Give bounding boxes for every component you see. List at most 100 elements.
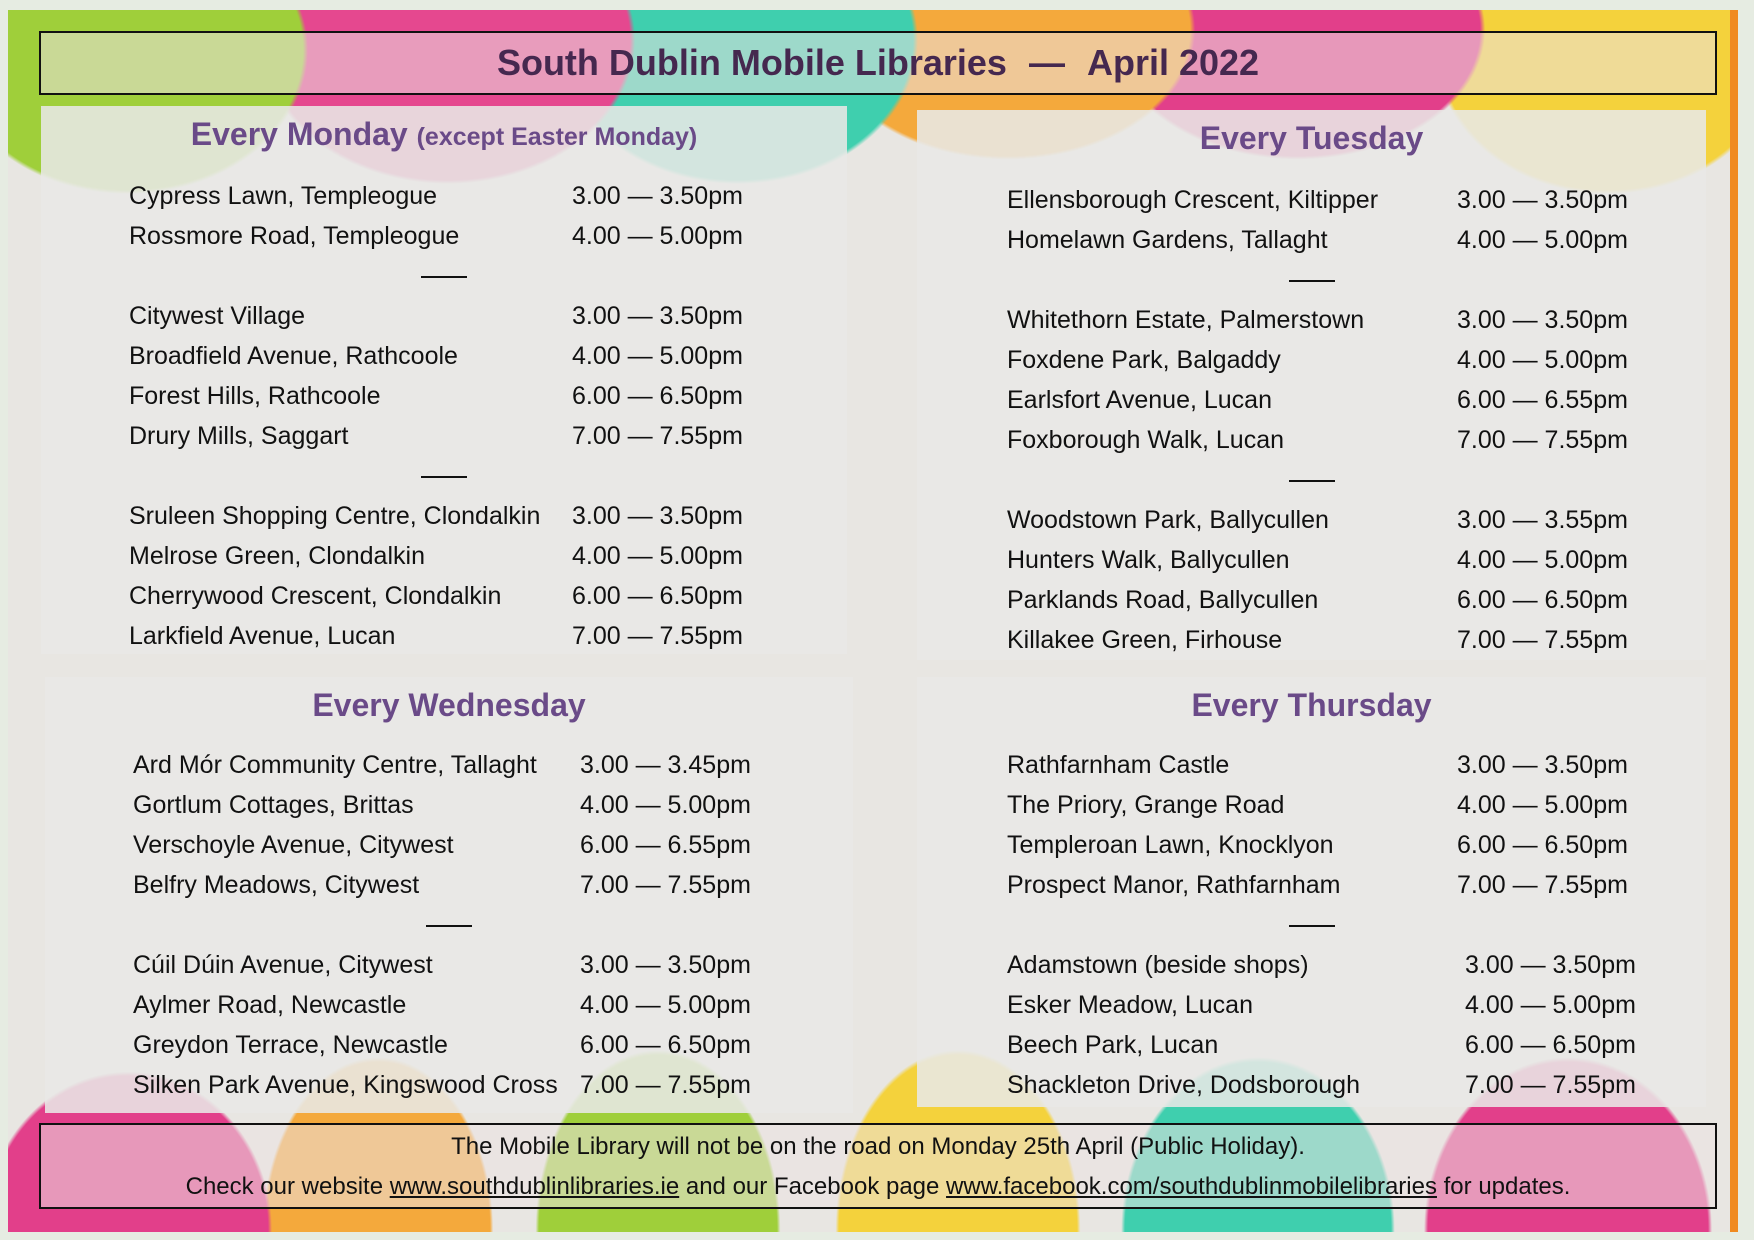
stop-location: Melrose Green, Clondalkin (129, 542, 425, 570)
stop-location: Earlsfort Avenue, Lucan (1007, 386, 1272, 414)
stop-location: Ard Mór Community Centre, Tallaght (133, 751, 537, 779)
stop-time: 3.00 — 3.50pm (1465, 951, 1636, 979)
stop-location: Templeroan Lawn, Knocklyon (1007, 831, 1334, 859)
stop-time: 7.00 — 7.55pm (572, 422, 743, 450)
stop-location: Cúil Dúin Avenue, Citywest (133, 951, 433, 979)
updates-notice: Check our website www.southdublinlibrari… (41, 1167, 1715, 1207)
stop-time: 4.00 — 5.00pm (580, 991, 751, 1019)
heading-text: Every Tuesday (1199, 120, 1424, 156)
stop-time: 7.00 — 7.55pm (1457, 426, 1628, 454)
text: and our Facebook page (679, 1173, 947, 1200)
stop-location: Citywest Village (129, 302, 306, 330)
stop-location: The Priory, Grange Road (1007, 791, 1285, 819)
title-month: April 2022 (1086, 42, 1260, 83)
schedule-panel-thursday: Every Thursday Rathfarnham Castle 3.00 — 3… (917, 677, 1706, 1107)
stop-location: Verschoyle Avenue, Citywest (133, 831, 454, 859)
holiday-notice: The Mobile Library will not be on the ro… (451, 1133, 1305, 1160)
stop-location: Belfry Meadows, Citywest (133, 871, 420, 899)
stop-time: 6.00 — 6.50pm (572, 382, 743, 410)
stop-time: 3.00 — 3.55pm (1457, 506, 1628, 534)
heading-text: Every Thursday (1191, 687, 1432, 723)
stop-location: Foxborough Walk, Lucan (1007, 426, 1285, 454)
stop-location: Drury Mills, Saggart (129, 422, 349, 450)
stop-location: Cypress Lawn, Templeogue (129, 182, 438, 210)
group-divider (426, 925, 472, 927)
stop-location: Forest Hills, Rathcoole (129, 382, 381, 410)
stop-location: Gortlum Cottages, Brittas (133, 791, 414, 819)
stop-time: 6.00 — 6.55pm (580, 831, 751, 859)
group-divider (1288, 925, 1335, 927)
stop-location: Greydon Terrace, Newcastle (133, 1031, 448, 1059)
stop-location: Hunters Walk, Ballycullen (1007, 546, 1290, 574)
stop-time: 7.00 — 7.55pm (1457, 871, 1628, 899)
stop-location: Prospect Manor, Rathfarnham (1007, 871, 1341, 899)
schedule-panel-tuesday: Every Tuesday Ellensborough Crescent, Kil… (917, 110, 1706, 660)
stop-time: 3.00 — 3.50pm (572, 302, 743, 330)
stop-location: Esker Meadow, Lucan (1007, 991, 1253, 1019)
stop-location: Larkfield Avenue, Lucan (129, 622, 396, 650)
stop-location: Adamstown (beside shops) (1007, 951, 1309, 979)
stop-location: Foxdene Park, Balgaddy (1007, 346, 1281, 374)
stop-time: 3.00 — 3.50pm (580, 951, 751, 979)
stop-time: 4.00 — 5.00pm (572, 542, 743, 570)
website-link[interactable]: www.southdublinlibraries.ie (389, 1173, 680, 1200)
stop-time: 6.00 — 6.50pm (1457, 831, 1628, 859)
stop-location: Beech Park, Lucan (1007, 1031, 1219, 1059)
stop-location: Whitethorn Estate, Palmerstown (1007, 306, 1365, 334)
stop-time: 3.00 — 3.50pm (572, 502, 743, 530)
stop-location: Ellensborough Crescent, Kiltipper (1007, 186, 1379, 214)
footer-notice: The Mobile Library will not be on the ro… (39, 1123, 1717, 1209)
stop-time: 4.00 — 5.00pm (1457, 346, 1628, 374)
stop-time: 4.00 — 5.00pm (572, 222, 743, 250)
schedule-panel-monday: Every Monday (except Easter Monday) Cypre… (41, 106, 847, 654)
group-divider (421, 476, 467, 478)
facebook-link[interactable]: www.facebook.com/southdublinmobilelibrar… (946, 1173, 1437, 1200)
panel-heading: Every Thursday (917, 687, 1706, 724)
stop-time: 3.00 — 3.50pm (1457, 306, 1628, 334)
stop-location: Aylmer Road, Newcastle (133, 991, 407, 1019)
stop-location: Woodstown Park, Ballycullen (1007, 506, 1329, 534)
stop-time: 4.00 — 5.00pm (572, 342, 743, 370)
stop-location: Broadfield Avenue, Rathcoole (129, 342, 458, 370)
stop-location: Rathfarnham Castle (1007, 751, 1230, 779)
stop-time: 6.00 — 6.50pm (572, 582, 743, 610)
stop-time: 7.00 — 7.55pm (572, 622, 743, 650)
stop-time: 6.00 — 6.55pm (1457, 386, 1628, 414)
stop-time: 3.00 — 3.45pm (580, 751, 751, 779)
stop-location: Sruleen Shopping Centre, Clondalkin (129, 502, 541, 530)
stop-time: 6.00 — 6.50pm (580, 1031, 751, 1059)
stop-time: 3.00 — 3.50pm (1457, 751, 1628, 779)
group-divider (1288, 280, 1335, 282)
heading-note: (except Easter Monday) (416, 123, 698, 151)
stop-time: 3.00 — 3.50pm (1457, 186, 1628, 214)
stop-location: Homelawn Gardens, Tallaght (1007, 226, 1328, 254)
stop-time: 7.00 — 7.55pm (580, 1071, 751, 1099)
stop-time: 7.00 — 7.55pm (1465, 1071, 1636, 1099)
heading-text: Every Wednesday (312, 687, 586, 723)
stop-time: 4.00 — 5.00pm (1457, 546, 1628, 574)
stop-time: 6.00 — 6.50pm (1457, 586, 1628, 614)
stop-time: 6.00 — 6.50pm (1465, 1031, 1636, 1059)
panel-heading: Every Monday (except Easter Monday) (41, 116, 847, 153)
text: for updates. (1436, 1173, 1571, 1200)
title-banner: South Dublin Mobile Libraries — April 20… (39, 31, 1717, 95)
stop-location: Shackleton Drive, Dodsborough (1007, 1071, 1360, 1099)
stop-time: 3.00 — 3.50pm (572, 182, 743, 210)
group-divider (1288, 480, 1335, 482)
stop-time: 7.00 — 7.55pm (580, 871, 751, 899)
schedule-panel-wednesday: Every Wednesday Ard Mór Community Centre,… (45, 677, 853, 1113)
panel-heading: Every Wednesday (45, 687, 853, 724)
stop-location: Silken Park Avenue, Kingswood Cross (133, 1071, 558, 1099)
stop-location: Parklands Road, Ballycullen (1007, 586, 1319, 614)
stop-time: 4.00 — 5.00pm (1457, 791, 1628, 819)
stop-time: 4.00 — 5.00pm (580, 791, 751, 819)
stop-location: Rossmore Road, Templeogue (129, 222, 460, 250)
stop-location: Cherrywood Crescent, Clondalkin (129, 582, 502, 610)
title-separator: — (1028, 42, 1065, 83)
text: Check our website (185, 1173, 390, 1200)
stop-time: 4.00 — 5.00pm (1465, 991, 1636, 1019)
heading-text: Every Monday (190, 116, 408, 152)
stop-time: 4.00 — 5.00pm (1457, 226, 1628, 254)
poster: South Dublin Mobile Libraries — April 20… (8, 10, 1738, 1232)
panel-heading: Every Tuesday (917, 120, 1706, 157)
